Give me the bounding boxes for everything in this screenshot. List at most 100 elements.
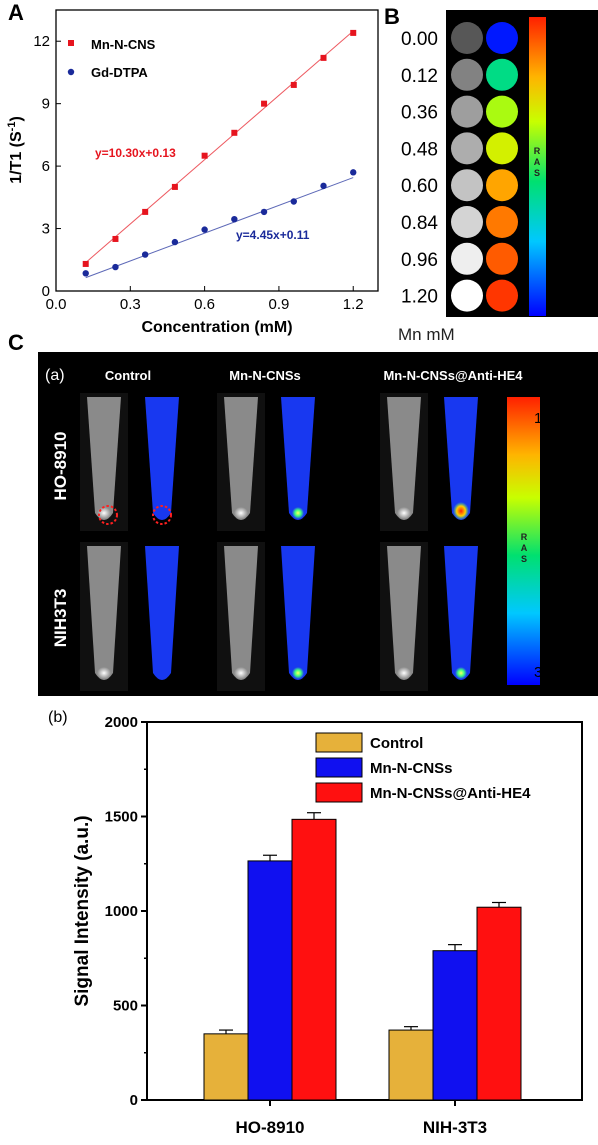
gray-phantom <box>451 279 483 312</box>
bar-chart-sub-label: (b) <box>48 709 68 726</box>
panel-c-colorbar-label: S <box>521 554 527 564</box>
panel-c-image-background <box>38 352 598 696</box>
data-point-mn-n-cns <box>112 235 119 242</box>
color-phantom <box>486 22 518 54</box>
row-label-nih3t3: NIH3T3 <box>51 589 70 648</box>
column-header-mn-n-cnss: Mn-N-CNSs <box>229 368 301 383</box>
panel-b-colorbar-min: 335 <box>548 303 573 320</box>
y-tick-label: 0 <box>42 283 50 300</box>
fit-equation-mn-n-cns: y=10.30x+0.13 <box>95 146 176 160</box>
panel-c: C (a) Control Mn-N-CNSs Mn-N-CNSs@Anti-H… <box>8 330 598 696</box>
color-phantom <box>486 206 518 238</box>
gray-phantom <box>451 206 483 238</box>
tube-color <box>281 546 315 680</box>
fit-line-gd-dtpa <box>85 177 354 279</box>
panel-c-bar-chart: (b) 0 500 1000 1500 2000 HO-8910 NIH-3T3 Sign… <box>48 709 583 1137</box>
legend-label-mn-n-cns: Mn-N-CNS <box>91 37 156 52</box>
data-point-gd-dtpa <box>290 198 297 205</box>
legend-marker-gd-dtpa <box>67 68 75 76</box>
gray-phantom <box>451 22 483 54</box>
row-label-ho-8910: HO-8910 <box>51 432 70 501</box>
bar-control <box>203 1033 249 1101</box>
y-tick-label: 3 <box>42 221 50 238</box>
legend-swatch-mn-n-cnss-anti-he4 <box>315 782 363 803</box>
bar-chart-y-ticks: 0 500 1000 1500 2000 <box>105 714 147 1109</box>
tube-gray <box>387 397 421 520</box>
panel-b-colorbar-label: R <box>534 146 541 156</box>
color-phantom <box>486 242 518 275</box>
tube-gray-bright-spot <box>397 507 411 519</box>
bar-chart-y-axis-title: Signal Intensity (a.u.) <box>72 815 93 1006</box>
panel-c-colorbar <box>507 397 540 685</box>
bar-mn-n-cnss-anti-he4 <box>476 906 522 1101</box>
color-phantom <box>486 95 518 128</box>
panel-c-colorbar-label: R <box>521 532 528 542</box>
y-tick-label: 1000 <box>105 903 138 920</box>
bar-mn-n-cnss-anti-he4 <box>291 818 337 1101</box>
data-point-mn-n-cns <box>261 100 268 107</box>
concentration-label: 0.96 <box>401 250 438 271</box>
concentration-label: 0.00 <box>401 29 438 50</box>
panel-a: A 0.0 0.3 0.6 0.9 1.2 0 3 6 9 12 Concentration (… <box>6 0 379 336</box>
tube-gray <box>87 546 121 680</box>
concentration-label: 0.36 <box>401 103 438 124</box>
tube-color-hot-spot <box>292 667 304 679</box>
column-header-control: Control <box>105 368 151 383</box>
data-point-gd-dtpa <box>320 182 327 190</box>
data-point-gd-dtpa <box>350 169 357 176</box>
dotted-circle-marker <box>152 505 172 525</box>
data-point-mn-n-cns <box>350 29 357 36</box>
data-point-mn-n-cns <box>231 129 238 136</box>
data-point-gd-dtpa <box>82 270 89 277</box>
tube-color-hot-spot <box>453 502 469 520</box>
bar-chart-bars <box>203 812 522 1101</box>
data-point-mn-n-cns <box>201 152 208 159</box>
tube-gray-bright-spot <box>234 667 248 679</box>
data-point-gd-dtpa <box>141 251 149 258</box>
panel-a-y-axis-title: 1/T1 (S-1) <box>6 116 25 184</box>
legend-label-mn-n-cnss: Mn-N-CNSs <box>370 760 453 777</box>
category-label: NIH-3T3 <box>423 1118 487 1137</box>
gray-phantom <box>451 169 483 202</box>
tube-color <box>444 397 478 520</box>
panel-a-fit-lines <box>85 30 354 279</box>
data-point-gd-dtpa <box>171 238 179 246</box>
gray-phantom <box>451 242 483 275</box>
x-tick-label: 0.3 <box>120 296 141 313</box>
concentration-label: 0.84 <box>401 213 438 234</box>
panel-c-letter: C <box>8 330 24 355</box>
panel-b-axis-label: Mn mM <box>398 325 455 344</box>
tube-color <box>281 397 315 520</box>
tube-gray <box>387 546 421 680</box>
panel-c-sub-label: (a) <box>45 367 65 384</box>
tube-color <box>444 546 478 680</box>
tube-gray-bright-spot <box>234 507 248 519</box>
panel-b-rows: 0.00 0.12 0.36 0.48 0.60 0.84 0.96 1.20 <box>401 22 518 312</box>
panel-c-colorbar-max: 1833 <box>534 410 567 427</box>
data-point-mn-n-cns <box>320 54 327 61</box>
legend-swatch-control <box>315 732 363 753</box>
gray-phantom <box>451 58 483 91</box>
color-phantom <box>486 132 518 165</box>
legend-swatch-mn-n-cnss <box>315 757 363 778</box>
panel-b-colorbar-label: S <box>534 168 540 178</box>
tube-gray-bright-spot <box>97 667 111 679</box>
x-tick-label: 1.2 <box>343 296 364 313</box>
data-point-gd-dtpa <box>201 226 208 233</box>
panel-c-colorbar-min: 335 <box>534 664 559 681</box>
bar-control <box>388 1029 434 1101</box>
y-tick-label: 0 <box>130 1092 138 1109</box>
bar-mn-n-cnss <box>432 950 478 1101</box>
bar-mn-n-cnss <box>247 860 293 1101</box>
color-phantom <box>486 279 518 312</box>
panel-a-y-ticks: 0 3 6 9 12 <box>33 33 61 300</box>
y-tick-label: 1500 <box>105 809 138 826</box>
y-tick-label: 6 <box>42 158 50 175</box>
panel-b-letter: B <box>384 4 400 29</box>
x-tick-label: 0.6 <box>194 296 215 313</box>
panel-a-frame <box>55 9 379 292</box>
concentration-label: 0.12 <box>401 66 438 87</box>
tube-gray-bright-spot <box>397 667 411 679</box>
tube-gray <box>224 546 258 680</box>
